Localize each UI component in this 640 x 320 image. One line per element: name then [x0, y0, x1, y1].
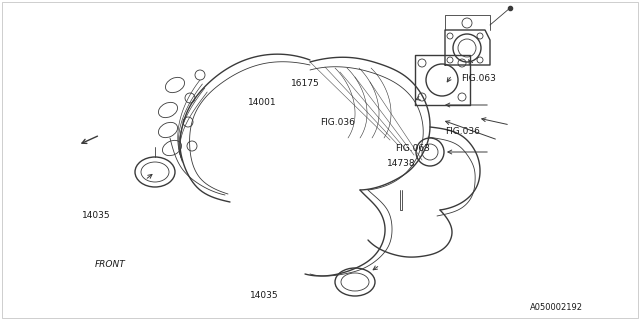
Text: 14035: 14035 [250, 291, 278, 300]
Text: FRONT: FRONT [95, 260, 125, 269]
Text: FIG.036: FIG.036 [320, 118, 355, 127]
Text: FIG.063: FIG.063 [461, 74, 495, 83]
Text: 14035: 14035 [82, 211, 111, 220]
Text: FIG.036: FIG.036 [445, 127, 479, 136]
Text: 14738: 14738 [387, 159, 416, 168]
Text: 16175: 16175 [291, 79, 320, 88]
Text: 14001: 14001 [248, 98, 277, 107]
Text: A050002192: A050002192 [531, 303, 583, 312]
Text: FIG.063: FIG.063 [396, 144, 430, 153]
